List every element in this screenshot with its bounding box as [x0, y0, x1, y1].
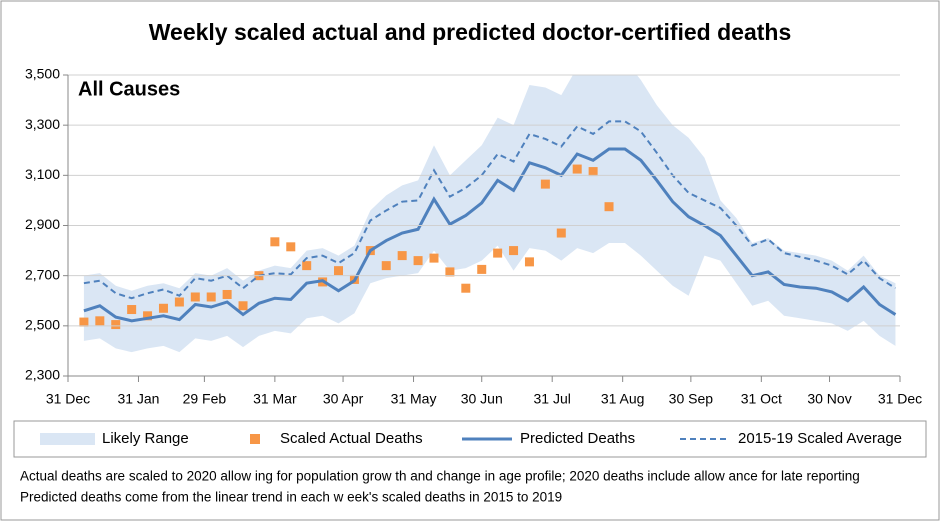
actual-point [158, 303, 168, 313]
x-tick-label: 31 Mar [253, 391, 297, 407]
legend-label: Likely Range [102, 430, 189, 447]
actual-point [334, 266, 344, 276]
actual-point [206, 292, 216, 302]
y-tick-label: 3,300 [25, 116, 60, 132]
actual-point [381, 261, 391, 271]
actual-point [477, 264, 487, 274]
actual-point [588, 167, 598, 177]
actual-point [413, 256, 423, 266]
legend-swatch [40, 433, 95, 445]
panel-label: All Causes [78, 78, 180, 100]
legend-label: 2015-19 Scaled Average [738, 430, 902, 447]
x-tick-label: 31 Jul [534, 391, 571, 407]
actual-point [190, 292, 200, 302]
x-tick-label: 31 Dec [878, 391, 922, 407]
y-tick-label: 2,900 [25, 216, 60, 232]
y-tick-label: 2,500 [25, 317, 60, 333]
x-tick-label: 29 Feb [183, 391, 227, 407]
actual-point [127, 305, 137, 315]
x-tick-label: 30 Sep [669, 391, 714, 407]
actual-point [79, 317, 89, 327]
actual-point [302, 261, 312, 271]
actual-point [238, 301, 248, 311]
actual-point [397, 251, 407, 261]
actual-point [95, 316, 105, 326]
actual-point [540, 179, 550, 189]
actual-point [429, 253, 439, 263]
predicted-line [83, 147, 897, 323]
actual-point [493, 248, 503, 258]
legend-swatch [250, 434, 260, 444]
legend-label: Predicted Deaths [520, 430, 635, 447]
footnote: Predicted deaths come from the linear tr… [20, 490, 562, 505]
x-tick-label: 30 Jun [461, 391, 503, 407]
actual-point [111, 320, 121, 330]
chart-title: Weekly scaled actual and predicted docto… [149, 19, 792, 45]
actual-point [604, 202, 614, 212]
actual-point [556, 228, 566, 238]
x-tick-label: 31 Aug [601, 391, 645, 407]
x-tick-label: 30 Nov [807, 391, 851, 407]
x-tick-label: 31 May [391, 391, 437, 407]
x-tick-label: 31 Dec [46, 391, 90, 407]
actual-point [524, 257, 534, 267]
y-tick-label: 3,500 [25, 66, 60, 82]
x-tick-label: 31 Oct [741, 391, 782, 407]
x-tick-label: 30 Apr [323, 391, 364, 407]
series-layer [79, 75, 897, 353]
x-tick-label: 31 Jan [117, 391, 159, 407]
actual-point [461, 283, 471, 293]
actual-point [286, 242, 296, 252]
actual-point [143, 311, 153, 321]
actual-point [509, 246, 519, 256]
actual-point [445, 267, 455, 277]
likely-range-band [83, 75, 896, 353]
actual-point [270, 237, 280, 247]
legend-label: Scaled Actual Deaths [280, 430, 423, 447]
average-line [83, 120, 896, 300]
footnote: Actual deaths are scaled to 2020 allow i… [20, 469, 860, 484]
actual-point [572, 164, 582, 174]
y-tick-label: 3,100 [25, 166, 60, 182]
y-tick-label: 2,700 [25, 266, 60, 282]
actual-point [174, 297, 184, 307]
actual-point [222, 289, 232, 299]
y-tick-label: 2,300 [25, 367, 60, 383]
